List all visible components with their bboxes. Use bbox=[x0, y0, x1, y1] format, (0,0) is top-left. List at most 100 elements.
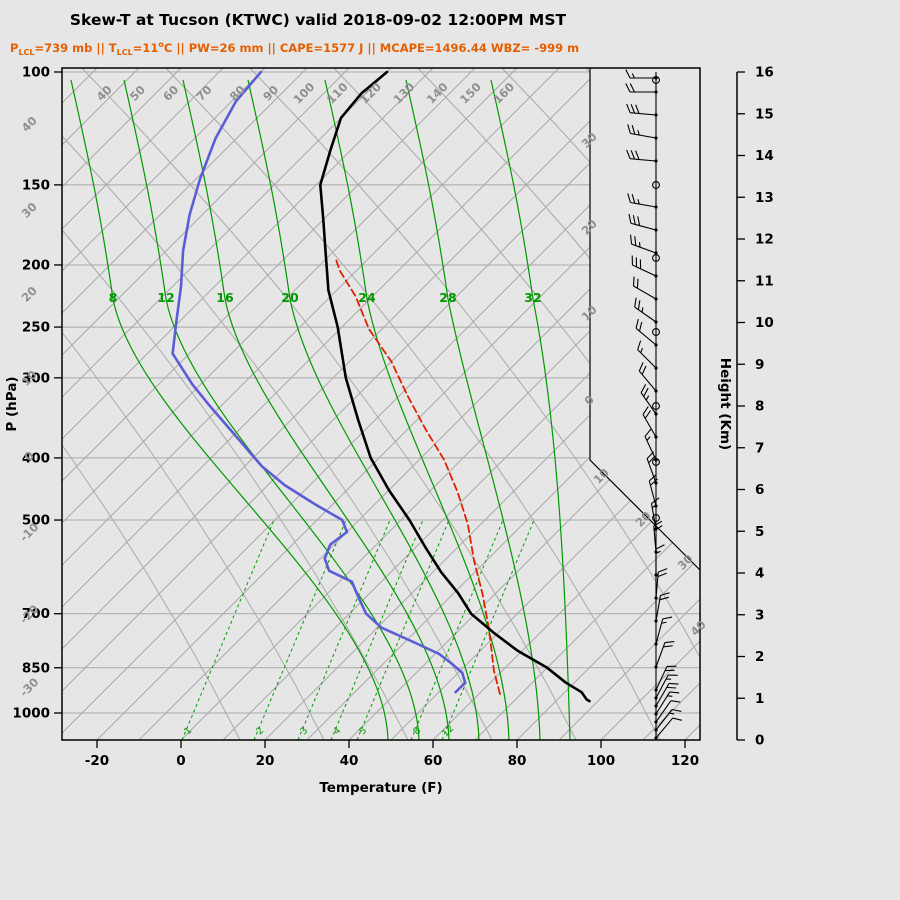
isotherm-label: 40 bbox=[19, 114, 40, 135]
moist-adiabat-label: 24 bbox=[358, 290, 376, 305]
isotherm-label: 120 bbox=[357, 80, 384, 107]
height-tick-label: 11 bbox=[755, 273, 774, 289]
height-tick-label: 6 bbox=[755, 482, 764, 498]
wind-level-dot bbox=[654, 712, 658, 716]
pressure-tick-label: 1000 bbox=[12, 706, 50, 722]
x-tick-label: 40 bbox=[340, 753, 359, 769]
isotherm-label: 30 bbox=[579, 130, 600, 151]
x-tick-label: 100 bbox=[587, 753, 615, 769]
wind-barb bbox=[655, 674, 678, 699]
pressure-tick-label: 300 bbox=[22, 370, 50, 386]
pressure-tick-label: 250 bbox=[22, 320, 50, 336]
wind-barb bbox=[632, 276, 657, 300]
wind-level-circle bbox=[652, 514, 660, 522]
wind-level-dot bbox=[654, 274, 658, 278]
x-tick-label: 120 bbox=[671, 753, 699, 769]
isotherm-label: 20 bbox=[633, 509, 654, 530]
wind-barb bbox=[627, 193, 657, 208]
isotherm-label: 80 bbox=[227, 83, 248, 104]
wind-level-dot bbox=[654, 136, 658, 140]
wind-level-dot bbox=[654, 720, 658, 724]
wind-barb bbox=[655, 640, 675, 668]
x-tick-label: -20 bbox=[85, 753, 109, 769]
wind-barb bbox=[637, 340, 657, 369]
x-axis: -20 0 20 40 60 80 100 120 Temperature (F) bbox=[85, 740, 699, 796]
stats-segment: LCL bbox=[116, 48, 133, 58]
wind-level-dot bbox=[654, 251, 658, 255]
height-tick-label: 14 bbox=[755, 148, 774, 164]
isotherm-label: 30 bbox=[19, 200, 40, 221]
isotherm-label: 20 bbox=[19, 284, 40, 305]
isotherm-lines bbox=[62, 68, 700, 740]
x-tick-label: 80 bbox=[508, 753, 527, 769]
wind-level-dot bbox=[654, 573, 658, 577]
wind-barb bbox=[655, 568, 668, 599]
wind-barbs bbox=[625, 69, 683, 740]
moist-adiabat-label: 32 bbox=[524, 290, 541, 305]
moist-adiabat-label: 12 bbox=[157, 290, 174, 305]
height-tick-label: 0 bbox=[755, 733, 764, 749]
mixing-ratio-lines bbox=[181, 519, 535, 740]
wind-barb bbox=[655, 691, 680, 715]
wind-level-circle bbox=[652, 76, 660, 84]
wind-barb bbox=[626, 149, 657, 162]
wind-barb bbox=[655, 700, 681, 723]
wind-barb bbox=[642, 406, 657, 438]
stats-segment: o bbox=[158, 40, 164, 49]
wind-level-dot bbox=[654, 728, 658, 732]
x-tick-label: 0 bbox=[176, 753, 185, 769]
height-tick-label: 10 bbox=[755, 315, 774, 331]
isotherm-label: 40 bbox=[94, 83, 115, 104]
height-tick-label: 13 bbox=[755, 190, 774, 206]
wind-level-dot bbox=[654, 642, 658, 646]
wind-barb bbox=[655, 708, 682, 731]
x-tick-label: 60 bbox=[424, 753, 443, 769]
wind-level-dot bbox=[654, 366, 658, 370]
pressure-tick-label: 400 bbox=[22, 450, 50, 466]
wind-level-dot bbox=[654, 389, 658, 393]
wind-level-dot bbox=[654, 704, 658, 708]
height-tick-label: 12 bbox=[755, 232, 774, 248]
isotherm-label: 140 bbox=[424, 80, 451, 107]
wind-level-dot bbox=[654, 504, 658, 508]
pressure-tick-label: 500 bbox=[22, 513, 50, 529]
height-tick-label: 7 bbox=[755, 440, 764, 456]
isotherm-label: 10 bbox=[591, 466, 612, 487]
wind-level-dot bbox=[654, 527, 658, 531]
wind-barb bbox=[627, 124, 657, 139]
parcel-path-curve bbox=[334, 256, 501, 695]
wind-barb bbox=[625, 83, 656, 93]
height-tick-label: 5 bbox=[755, 524, 764, 540]
wind-level-dot bbox=[654, 596, 658, 600]
wind-barb bbox=[631, 255, 657, 277]
height-tick-label: 1 bbox=[755, 691, 764, 707]
wind-level-dot bbox=[654, 343, 658, 347]
wind-level-dot bbox=[654, 113, 658, 117]
wind-level-dot bbox=[654, 228, 658, 232]
moist-adiabat-label: 16 bbox=[216, 290, 234, 305]
wind-level-dot bbox=[654, 696, 658, 700]
wind-level-dot bbox=[654, 665, 658, 669]
height-tick-label: 8 bbox=[755, 399, 764, 415]
wind-level-dot bbox=[654, 159, 658, 163]
pressure-axis-title: P (hPa) bbox=[4, 376, 20, 431]
wind-barb bbox=[640, 384, 657, 415]
mixing-ratio-label: 12 bbox=[440, 723, 456, 739]
wind-level-dot bbox=[654, 205, 658, 209]
wind-level-dot bbox=[654, 297, 658, 301]
wind-barb bbox=[648, 474, 658, 507]
moist-adiabat-label: 28 bbox=[439, 290, 456, 305]
wind-level-dot bbox=[654, 688, 658, 692]
wind-level-dot bbox=[654, 435, 658, 439]
mixing-ratio-label: 5 bbox=[357, 725, 369, 737]
pressure-tick-label: 200 bbox=[22, 257, 50, 273]
isotherm-label: 50 bbox=[127, 83, 148, 104]
wind-barb bbox=[655, 665, 677, 691]
height-tick-label: 4 bbox=[755, 566, 764, 582]
stats-segment: T bbox=[108, 40, 117, 55]
isotherm-label: 0 bbox=[581, 392, 597, 408]
wind-barb bbox=[655, 592, 670, 622]
isotherm-label: 110 bbox=[324, 80, 351, 107]
